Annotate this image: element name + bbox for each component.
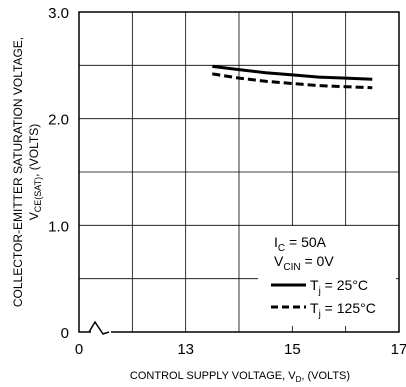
x-tick-label: 0 [75,341,83,358]
annotation-ic-main: I [274,234,278,250]
legend-label-125c-sub: j [318,309,321,320]
y-tick-label: 2.0 [48,112,69,129]
annotation-ic-sub: C [278,243,285,254]
legend-label-125c-main: T [310,300,319,316]
series-line-tj-25c [212,64,373,81]
legend-label-25c-rest: = 25°C [321,277,368,293]
annotation-vcin: VCIN = 0V [274,253,334,273]
x-axis-label: CONTROL SUPPLY VOLTAGE, VD, (VOLTS) [130,370,350,384]
tick-labels: 0 13 15 17 0 1.0 2.0 3.0 [48,5,406,358]
x-tick-label: 13 [177,341,194,358]
x-axis-break [88,318,111,336]
y-axis-label-sub: CE(SAT) [33,177,43,212]
legend-label-25c-main: T [310,277,319,293]
y-axis-label-line2: VCE(SAT), (VOLTS) [27,124,43,220]
x-tick-label: 15 [284,341,301,358]
x-axis-label-sub: D [296,375,302,384]
legend-label-125c-rest: = 125°C [321,300,376,316]
annotation-vcin-main: V [274,253,284,269]
annotation-ic: IC = 50A [274,234,327,254]
plot-frame [78,11,400,333]
y-axis-label-rest: , (VOLTS) [27,124,41,177]
axis-break-gap [91,318,111,336]
annotation-ic-rest: = 50A [285,234,327,250]
legend-label-25c-sub: j [318,286,321,297]
y-tick-label: 0 [61,325,69,342]
axis-break-zigzag [88,320,110,335]
y-axis-label-main: V [27,212,41,220]
legend-label-125c: Tj = 125°C [310,300,376,320]
x-axis-label-main: CONTROL SUPPLY VOLTAGE, V [130,370,296,382]
y-tick-label: 1.0 [48,218,69,235]
x-tick-label: 17 [391,341,406,358]
y-tick-label: 3.0 [48,5,69,22]
series-line-tj-125c [212,72,373,90]
y-axis-label-line1: COLLECTOR-EMITTER SATURATION VOLTAGE, [11,37,25,307]
annotation-vcin-rest: = 0V [301,253,335,269]
legend-label-25c: Tj = 25°C [310,277,368,297]
x-axis-label-rest: , (VOLTS) [301,370,350,382]
legend-box [258,226,396,326]
series-layer [212,64,373,90]
annotation-vcin-sub: CIN [283,262,300,273]
